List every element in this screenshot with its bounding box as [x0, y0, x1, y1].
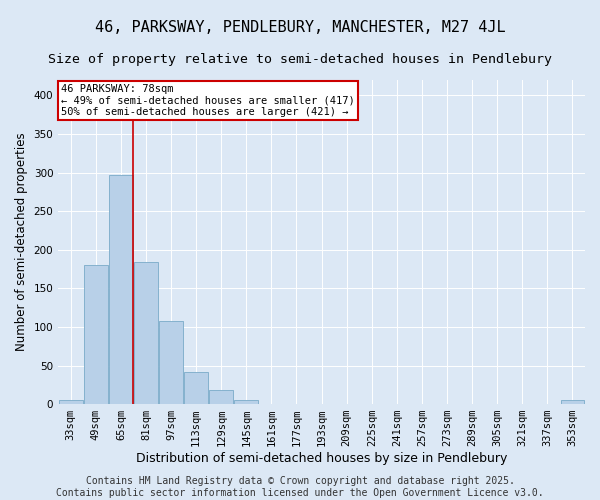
- Bar: [84, 265, 108, 404]
- Bar: [209, 390, 233, 404]
- Bar: [109, 175, 133, 404]
- Bar: [184, 372, 208, 404]
- Bar: [235, 400, 258, 404]
- Text: Size of property relative to semi-detached houses in Pendlebury: Size of property relative to semi-detach…: [48, 52, 552, 66]
- Text: Contains HM Land Registry data © Crown copyright and database right 2025.
Contai: Contains HM Land Registry data © Crown c…: [56, 476, 544, 498]
- Bar: [159, 320, 183, 404]
- Bar: [59, 400, 83, 404]
- X-axis label: Distribution of semi-detached houses by size in Pendlebury: Distribution of semi-detached houses by …: [136, 452, 507, 465]
- Bar: [560, 400, 584, 404]
- Text: 46, PARKSWAY, PENDLEBURY, MANCHESTER, M27 4JL: 46, PARKSWAY, PENDLEBURY, MANCHESTER, M2…: [95, 20, 505, 35]
- Text: 46 PARKSWAY: 78sqm
← 49% of semi-detached houses are smaller (417)
50% of semi-d: 46 PARKSWAY: 78sqm ← 49% of semi-detache…: [61, 84, 355, 117]
- Bar: [134, 262, 158, 404]
- Y-axis label: Number of semi-detached properties: Number of semi-detached properties: [15, 132, 28, 352]
